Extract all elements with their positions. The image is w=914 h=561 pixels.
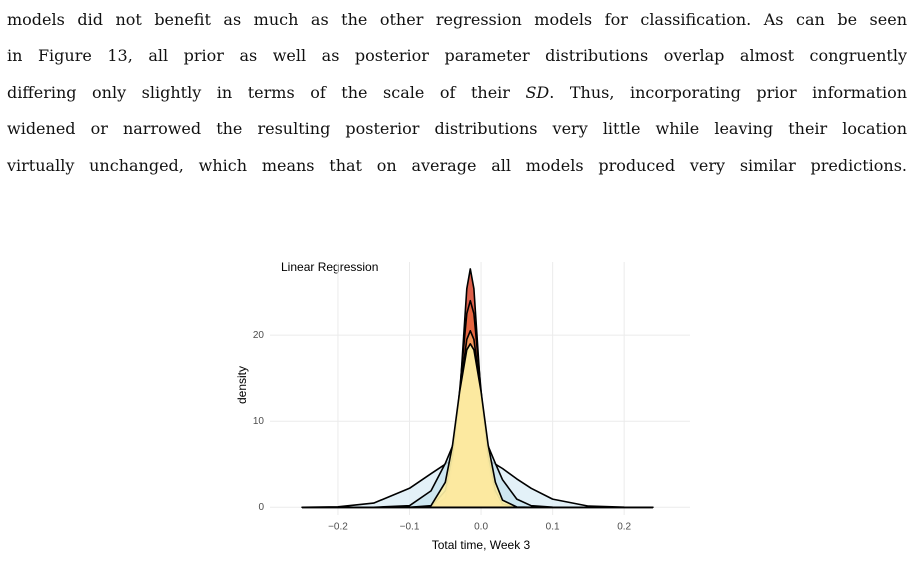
- x-axis-label: Total time, Week 3: [432, 538, 531, 552]
- x-tick-label: 0.1: [546, 522, 560, 533]
- text-line: differing only slightly in terms of the …: [7, 83, 907, 103]
- x-tick-label: 0.2: [617, 522, 631, 533]
- density-area: [301, 343, 654, 509]
- text-line: models did not benefit as much as the ot…: [7, 10, 907, 29]
- y-axis-label: density: [235, 366, 249, 404]
- x-tick-label: −0.1: [400, 522, 420, 533]
- text-span: . Thus, incorporating prior information: [549, 83, 908, 102]
- text-line: widened or narrowed the resulting poster…: [7, 119, 907, 138]
- x-tick-label: −0.2: [328, 522, 348, 533]
- y-tick-label: 0: [258, 502, 264, 513]
- text-line: in Figure 13, all prior as well as poste…: [7, 46, 907, 65]
- text-line: virtually unchanged, which means that on…: [7, 156, 907, 175]
- chart-title: Linear Regression: [281, 260, 378, 274]
- x-tick-label: 0.0: [474, 522, 488, 533]
- y-tick-label: 10: [253, 416, 265, 427]
- text-span: differing only slightly in terms of the …: [7, 83, 526, 102]
- y-tick-label: 20: [253, 330, 265, 341]
- italic-term: SD: [525, 83, 550, 102]
